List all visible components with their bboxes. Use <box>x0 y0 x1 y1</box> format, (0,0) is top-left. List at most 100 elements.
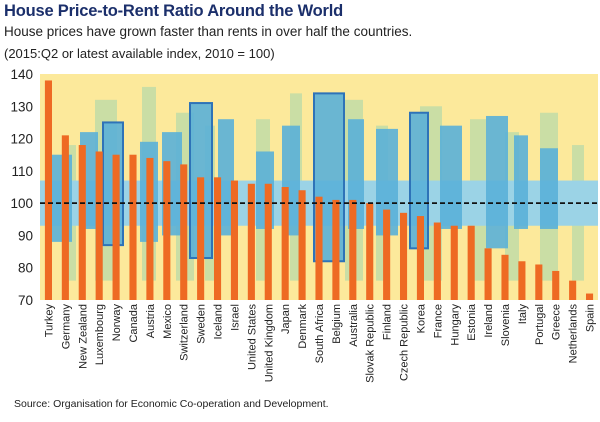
skyline-building <box>514 135 528 229</box>
bar-united-states <box>247 183 255 300</box>
x-tick-label: Finland <box>382 304 394 340</box>
bar-new-zealand <box>78 145 86 300</box>
x-tick-label: Hungary <box>449 304 461 346</box>
bar-netherlands <box>569 280 577 300</box>
bar-hungary <box>450 225 458 300</box>
bar-iceland <box>213 177 222 300</box>
y-tick-label: 130 <box>10 99 33 114</box>
skyline-shape <box>505 132 519 281</box>
skyline-shape <box>540 112 558 281</box>
bar-greece <box>552 270 560 300</box>
bar-belgium <box>332 199 340 300</box>
skyline-building <box>256 151 274 229</box>
chart-title: House Price-to-Rent Ratio Around the Wor… <box>4 2 344 20</box>
skyline-shape <box>376 125 388 281</box>
skyline-shape <box>470 119 486 281</box>
bar-slovak-republic <box>366 203 374 300</box>
skyline-building <box>162 132 182 236</box>
bar-luxembourg <box>95 151 103 300</box>
x-tick-label: Turkey <box>43 304 55 338</box>
y-tick-label: 140 <box>10 67 33 82</box>
bar-czech-republic <box>399 212 408 300</box>
skyline-outline <box>313 92 345 263</box>
x-tick-label: Luxembourg <box>94 304 106 365</box>
x-tick-label: Slovak Republic <box>365 304 377 383</box>
chart-subtitle: House prices have grown faster than rent… <box>4 24 413 39</box>
skyline-building <box>376 128 398 236</box>
skyline-building <box>103 122 123 246</box>
skyline-shape <box>142 86 156 281</box>
skyline-shape <box>420 106 442 281</box>
bar-italy <box>518 261 526 300</box>
x-tick-label: Iceland <box>213 304 225 339</box>
y-tick-label: 110 <box>11 164 33 179</box>
bar-spain <box>585 293 594 300</box>
x-tick-label: France <box>432 304 444 338</box>
skyline-shape <box>64 145 76 281</box>
bar-austria <box>146 157 154 300</box>
skyline-outline <box>409 111 429 250</box>
plot-background <box>40 74 598 300</box>
x-tick-label: Greece <box>551 304 563 340</box>
bar-estonia <box>467 225 475 300</box>
x-tick-label: Mexico <box>162 304 174 339</box>
bar-israel <box>230 180 238 300</box>
x-tick-label: Korea <box>415 303 427 333</box>
x-tick-label: Denmark <box>297 304 309 349</box>
bar-germany <box>61 135 69 300</box>
x-tick-label: Austria <box>145 303 157 338</box>
x-tick-label: New Zealand <box>77 304 89 369</box>
bar-norway <box>112 154 120 300</box>
skyline-shape <box>205 125 215 281</box>
bar-korea <box>416 216 424 300</box>
x-tick-label: United Kingdom <box>263 304 275 382</box>
skyline-building <box>282 125 300 236</box>
x-tick-label: Netherlands <box>568 304 580 364</box>
x-tick-label: South Africa <box>314 303 326 363</box>
x-tick-label: Czech Republic <box>399 304 411 382</box>
skyline-outline <box>102 121 124 247</box>
skyline-building <box>218 119 234 236</box>
skyline-building <box>410 112 428 249</box>
bar-slovenia <box>501 254 509 300</box>
skyline-building <box>52 154 72 242</box>
x-tick-label: Belgium <box>331 304 343 344</box>
bar-mexico <box>163 161 171 300</box>
bar-australia <box>349 199 357 300</box>
skyline-shape <box>345 99 363 281</box>
x-tick-label: Portugal <box>534 304 546 345</box>
x-tick-label: Israel <box>229 304 241 331</box>
bar-portugal <box>535 264 543 300</box>
bar-japan <box>281 187 289 300</box>
bar-south-africa <box>315 196 323 300</box>
skyline-building <box>80 132 98 229</box>
x-tick-label: Estonia <box>466 303 478 341</box>
x-tick-label: Japan <box>280 304 292 334</box>
y-tick-label: 90 <box>18 228 33 243</box>
source-note: Source: Organisation for Economic Co-ope… <box>14 398 329 410</box>
skyline-band <box>40 180 598 226</box>
y-tick-label: 80 <box>18 261 33 276</box>
x-tick-label: Sweden <box>196 304 208 344</box>
bar-ireland <box>484 248 492 300</box>
skyline-shape <box>95 99 117 281</box>
y-tick-label: 70 <box>18 293 33 308</box>
y-tick-label: 120 <box>10 132 33 147</box>
skyline-building <box>486 115 508 249</box>
bar-switzerland <box>180 164 188 300</box>
skyline-building <box>140 141 158 242</box>
x-tick-label: Canada <box>128 303 140 342</box>
x-tick-label: United States <box>246 304 258 371</box>
x-tick-label: Germany <box>60 304 72 350</box>
skyline-building <box>440 125 462 229</box>
x-tick-label: Norway <box>111 304 123 342</box>
bar-sweden <box>197 177 205 300</box>
skyline-shape <box>572 145 584 281</box>
x-tick-label: Australia <box>348 303 360 347</box>
x-tick-label: Italy <box>517 304 529 325</box>
skyline-shape <box>256 119 270 281</box>
x-tick-label: Ireland <box>483 304 495 338</box>
skyline-building <box>348 119 364 229</box>
x-tick-label: Spain <box>585 304 597 332</box>
skyline-shape <box>176 112 194 281</box>
